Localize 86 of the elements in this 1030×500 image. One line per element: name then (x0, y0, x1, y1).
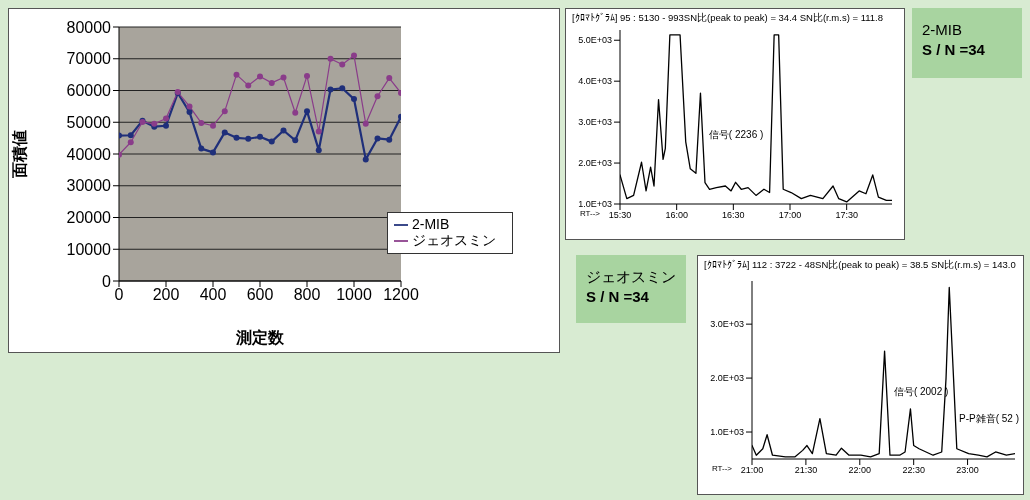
point (351, 96, 357, 103)
point (374, 135, 381, 142)
x-tick-label: 16:00 (665, 210, 688, 221)
x-tick-label: 600 (246, 286, 274, 304)
point (327, 86, 334, 93)
x-axis-title: RT--> (711, 463, 733, 473)
point (386, 75, 393, 82)
y-tick-label: 2.0E+03 (710, 373, 744, 384)
annotation: P-P雑音( 52 ) (956, 412, 1021, 426)
point (257, 73, 263, 80)
x-tick-label: 15:30 (608, 210, 632, 221)
point (163, 115, 169, 122)
y-tick-label: 20000 (66, 209, 112, 227)
x-axis-title: RT--> (579, 208, 601, 218)
point (339, 61, 346, 68)
point (315, 128, 322, 135)
point (127, 139, 134, 146)
chart-title: [ｸﾛﾏﾄｸﾞﾗﾑ] 112 : 3722 - 48SN比(peak to peak) = 38.5 SN比(r.m.s) = 143.0 (704, 259, 1017, 271)
y-tick-label: 60000 (66, 82, 112, 100)
x-axis-title: 測定数 (235, 329, 285, 346)
y-tick-label: 0 (102, 272, 112, 290)
y-tick-label: 3.0E+03 (710, 319, 744, 330)
point (327, 55, 334, 62)
point (233, 134, 240, 141)
y-tick-label: 80000 (66, 18, 112, 36)
x-tick-label: 23:00 (956, 465, 979, 476)
label-card: 2-MIB S / N =34 (912, 8, 1022, 78)
point (127, 132, 134, 139)
point (374, 93, 381, 100)
y-tick-label: 30000 (66, 177, 112, 195)
legend-label: 2-MIB (412, 215, 450, 232)
point (186, 109, 193, 116)
point (386, 136, 393, 143)
x-tick-label: 200 (152, 286, 180, 304)
point (245, 135, 252, 142)
y-tick-label: 70000 (66, 50, 112, 68)
point (198, 119, 205, 126)
x-tick-label: 16:30 (722, 210, 745, 221)
label-card: ジェオスミン S / N =34 (576, 255, 686, 323)
x-tick-label: 21:00 (740, 465, 764, 476)
x-tick-label: 17:30 (835, 210, 858, 221)
chart-title: [ｸﾛﾏﾄｸﾞﾗﾑ] 95 : 5130 - 993SN比(peak to peak) = 34.4 SN比(r.m.s) = 111.8 (572, 12, 884, 24)
point (280, 127, 287, 134)
point (351, 52, 357, 59)
point (245, 82, 252, 89)
y-tick-label: 50000 (66, 113, 112, 131)
y-tick-label: 4.0E+03 (578, 76, 612, 87)
y-tick-label: 1.0E+03 (710, 427, 744, 438)
x-tick-label: 0 (114, 286, 124, 304)
y-axis-title: 面積値 (10, 130, 28, 179)
annotation: 信号( 2236 ) (708, 128, 764, 140)
point (315, 147, 322, 154)
point (221, 108, 228, 115)
point (257, 133, 263, 140)
point (280, 74, 287, 81)
point (304, 72, 310, 79)
point (268, 138, 275, 145)
point (233, 71, 240, 78)
point (210, 149, 216, 156)
x-tick-label: 1200 (383, 286, 419, 304)
point (163, 122, 169, 129)
x-tick-label: 1000 (336, 286, 372, 304)
point (362, 120, 369, 127)
x-tick-label: 800 (293, 286, 321, 304)
point (221, 129, 228, 136)
point (292, 137, 299, 144)
point (339, 85, 346, 92)
point (210, 122, 216, 129)
x-tick-label: 21:30 (794, 465, 818, 476)
point (304, 108, 310, 115)
y-tick-label: 2.0E+03 (578, 158, 612, 169)
x-tick-label: 22:00 (848, 465, 872, 476)
legend-label: ジェオスミン (412, 232, 496, 248)
y-tick-label: 5.0E+03 (578, 35, 612, 46)
y-tick-label: 40000 (66, 145, 112, 163)
y-tick-label: 10000 (66, 240, 112, 258)
point (186, 103, 193, 110)
point (268, 79, 275, 86)
y-tick-label: 1.0E+03 (578, 199, 612, 210)
x-tick-label: 400 (199, 286, 227, 304)
point (362, 156, 369, 163)
point (198, 145, 205, 152)
point (292, 109, 299, 116)
x-tick-label: 22:30 (902, 465, 925, 476)
x-tick-label: 17:00 (778, 210, 802, 221)
y-tick-label: 3.0E+03 (578, 117, 612, 128)
